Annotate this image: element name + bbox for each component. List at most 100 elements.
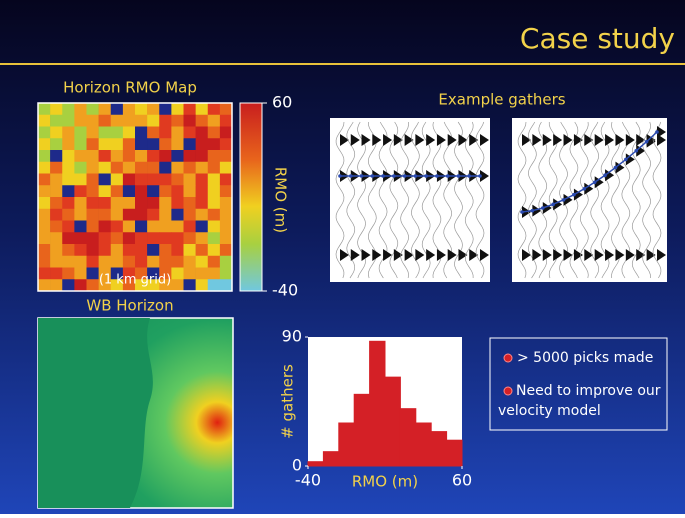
heatmap-cell xyxy=(62,209,74,221)
heatmap-cell xyxy=(62,150,74,162)
heatmap-cell xyxy=(184,197,196,209)
heatmap-cell xyxy=(74,174,86,186)
heatmap-cell xyxy=(50,268,62,280)
heatmap-cell xyxy=(184,127,196,139)
heatmap-cell xyxy=(87,268,99,280)
heatmap-cell xyxy=(135,244,147,256)
heatmap-cell xyxy=(111,256,123,268)
heatmap-cell xyxy=(220,127,232,139)
heatmap-cell xyxy=(111,127,123,139)
heatmap-cell xyxy=(99,197,111,209)
heatmap-cell xyxy=(62,127,74,139)
heatmap-cell xyxy=(99,150,111,162)
heatmap-cell xyxy=(196,162,208,174)
heatmap-cell xyxy=(208,150,220,162)
bullet xyxy=(504,354,512,362)
heatmap-cell xyxy=(184,221,196,233)
colorbar-tick-label: -40 xyxy=(272,281,298,300)
heatmap-cell xyxy=(159,103,171,115)
heatmap-cell xyxy=(184,115,196,127)
colorbar-tick-label: 60 xyxy=(272,93,292,112)
heatmap-cell xyxy=(147,244,159,256)
heatmap-cell xyxy=(87,127,99,139)
heatmap-cell xyxy=(196,127,208,139)
heatmap-cell xyxy=(74,268,86,280)
page: Case study Horizon RMO Map (1 km grid) R… xyxy=(0,0,685,514)
heatmap-cell xyxy=(159,185,171,197)
heatmap-cell xyxy=(62,221,74,233)
heatmap-cell xyxy=(171,162,183,174)
x-tick-label: -40 xyxy=(295,471,321,490)
heatmap-cell xyxy=(87,244,99,256)
heatmap-cell xyxy=(111,115,123,127)
heatmap-cell xyxy=(50,221,62,233)
heatmap-cell xyxy=(123,232,135,244)
heatmap-cell xyxy=(135,150,147,162)
heatmap-cell xyxy=(196,209,208,221)
bullet-text: > 5000 picks made xyxy=(517,350,653,366)
heatmap-cell xyxy=(147,115,159,127)
heatmap-cell xyxy=(111,197,123,209)
bar xyxy=(385,377,400,466)
heatmap-cell xyxy=(62,115,74,127)
heatmap-cell xyxy=(220,150,232,162)
heatmap-cell xyxy=(196,197,208,209)
heatmap-cell xyxy=(135,197,147,209)
heatmap-cell xyxy=(159,244,171,256)
bar xyxy=(370,341,385,466)
heatmap-cell xyxy=(184,209,196,221)
heatmap-cell xyxy=(99,232,111,244)
heatmap-cell xyxy=(123,127,135,139)
colorbar xyxy=(240,103,262,291)
heatmap-cell xyxy=(208,268,220,280)
heatmap-cell xyxy=(99,115,111,127)
heatmap-cell xyxy=(111,174,123,186)
heatmap-cell xyxy=(123,221,135,233)
heatmap-cell xyxy=(38,115,50,127)
heatmap-cell xyxy=(220,221,232,233)
heatmap-cell xyxy=(220,244,232,256)
heatmap-cell xyxy=(62,174,74,186)
heatmap-cell xyxy=(171,103,183,115)
heatmap-cell xyxy=(38,279,50,291)
heatmap-cell xyxy=(220,197,232,209)
heatmap-cell xyxy=(111,244,123,256)
heatmap-cell xyxy=(147,127,159,139)
heatmap-cell xyxy=(50,279,62,291)
x-axis-label: RMO (m) xyxy=(352,473,418,491)
heatmap-cell xyxy=(171,221,183,233)
heatmap-cell xyxy=(184,232,196,244)
heatmap-cell xyxy=(123,256,135,268)
heatmap-cell xyxy=(111,209,123,221)
heatmap-cell xyxy=(123,244,135,256)
heatmap-cell xyxy=(74,138,86,150)
heatmap-cell xyxy=(196,150,208,162)
heatmap-cell xyxy=(74,244,86,256)
heatmap-cell xyxy=(38,185,50,197)
heatmap-cell xyxy=(38,221,50,233)
heatmap-cell xyxy=(184,138,196,150)
heatmap-cell xyxy=(171,209,183,221)
heatmap-cell xyxy=(99,221,111,233)
heatmap-cell xyxy=(220,256,232,268)
heatmap-cell xyxy=(208,174,220,186)
heatmap-cell xyxy=(87,256,99,268)
heatmap-cell xyxy=(99,103,111,115)
heatmap-cell xyxy=(171,197,183,209)
heatmap-cell xyxy=(50,150,62,162)
heatmap-cell xyxy=(159,127,171,139)
heatmap-cell xyxy=(62,197,74,209)
heatmap-cell xyxy=(123,197,135,209)
heatmap-cell xyxy=(111,150,123,162)
heatmap-cell xyxy=(38,138,50,150)
heatmap-cell xyxy=(135,209,147,221)
heatmap-cell xyxy=(184,150,196,162)
heatmap-cell xyxy=(147,256,159,268)
heatmap-cell xyxy=(196,221,208,233)
heatmap-cell xyxy=(87,162,99,174)
heatmap-cell xyxy=(196,244,208,256)
heatmap-cell xyxy=(50,197,62,209)
heatmap-cell xyxy=(208,221,220,233)
heatmap-cell xyxy=(171,174,183,186)
heatmap-cell xyxy=(147,209,159,221)
